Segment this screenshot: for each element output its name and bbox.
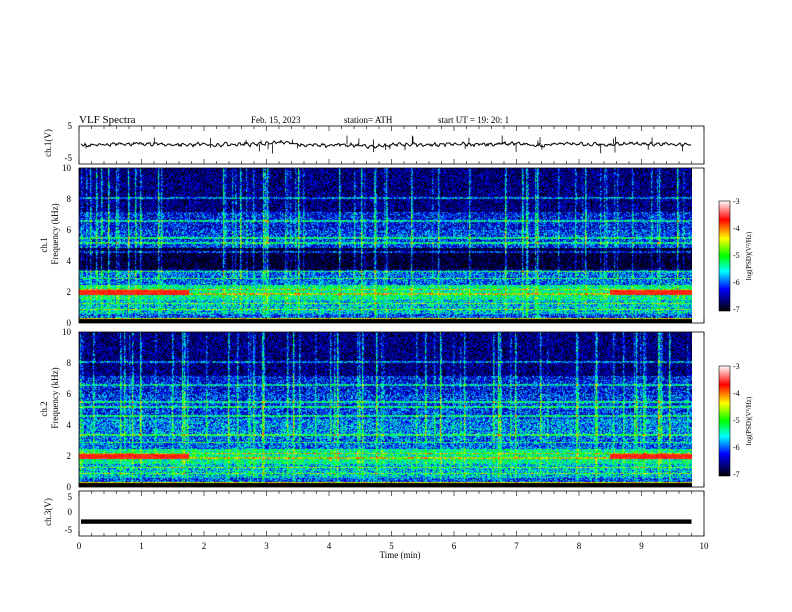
ch1-spectrogram-panel: 0 2 4 6 8 10 ch.1 Frequency (kHz) [39, 163, 705, 328]
colorbar-ch2-label: log(PSD)(V²/Hz) [745, 396, 753, 445]
colorbar-ch1-tick-3: -3 [733, 197, 740, 206]
ch2-spectrogram-ylabel-channel: ch.2 [39, 401, 49, 416]
colorbar-ch2: -3 -4 -5 -6 -7 log(PSD)(V²/Hz) [718, 362, 753, 479]
ch1-spec-ytick-8: 8 [67, 194, 72, 204]
ch3-ytick-5: 5 [68, 492, 73, 502]
colorbar-ch1-gradient [718, 200, 731, 312]
figure-title: VLF Spectra [79, 114, 136, 126]
ch3-waveform-line [81, 519, 692, 524]
ch2-spec-ytick-2: 2 [67, 451, 72, 461]
colorbar-ch1-tick-7: -7 [733, 305, 740, 314]
ch3-waveform-panel: 5 0 -5 ch.3(V) [43, 490, 705, 537]
time-tick-4: 4 [327, 541, 332, 551]
ch1-spec-ytick-2: 2 [67, 287, 72, 297]
time-tick-5: 5 [389, 541, 394, 551]
ch1-spec-ytick-4: 4 [67, 256, 72, 266]
ch2-spectrogram-heatmap [79, 332, 692, 487]
time-tick-0: 0 [77, 541, 82, 551]
colorbar-ch2-tick-3: -3 [733, 362, 740, 371]
start-time-label: start UT = 19: 20: 1 [438, 115, 509, 125]
colorbar-ch1-tick-4: -4 [733, 224, 740, 233]
colorbar-ch1-label: log(PSD)(V²/Hz) [745, 231, 753, 280]
time-tick-6: 6 [452, 541, 457, 551]
ch1-spectrogram-ylabel-frequency: Frequency (kHz) [50, 203, 60, 264]
ch1-spec-ytick-10: 10 [62, 163, 72, 173]
time-tick-7: 7 [514, 541, 519, 551]
colorbar-ch2-tick-4: -4 [733, 389, 740, 398]
colorbar-ch2-tick-5: -5 [733, 416, 740, 425]
ch3-ytick-neg5: -5 [65, 525, 73, 535]
colorbar-ch1-tick-5: -5 [733, 251, 740, 260]
time-axis: 0 1 2 3 4 5 6 7 8 9 10 Time (min) [77, 541, 709, 560]
ch2-spectrogram-ylabel-frequency: Frequency (kHz) [50, 367, 60, 428]
ch1-waveform-line [80, 139, 692, 150]
ch2-spec-ytick-8: 8 [67, 358, 72, 368]
colorbar-ch1: -3 -4 -5 -6 -7 log(PSD)(V²/Hz) [718, 197, 753, 314]
ch1-waveform-spikes [85, 135, 683, 154]
ch2-spectrogram-panel: 0 2 4 6 8 10 ch.2 Frequency (kHz) [39, 327, 705, 492]
time-tick-2: 2 [202, 541, 207, 551]
ch2-spec-ytick-6: 6 [67, 389, 72, 399]
header: VLF Spectra Feb. 15, 2023 station= ATH s… [79, 114, 509, 126]
ch3-ytick-0: 0 [68, 507, 73, 517]
time-axis-ticks [78, 126, 705, 536]
time-tick-3: 3 [264, 541, 269, 551]
ch1-waveform-ylabel: ch.1(V) [43, 129, 53, 157]
ch1-waveform-panel: 5 -5 ch.1(V) [43, 121, 705, 165]
date-label: Feb. 15, 2023 [251, 115, 301, 125]
ch1-ytick-top: 5 [68, 121, 73, 131]
ch1-spectrogram-heatmap [79, 168, 692, 323]
ch1-spec-ytick-0: 0 [67, 318, 72, 328]
colorbar-ch2-tick-6: -6 [733, 443, 740, 452]
colorbar-ch1-tick-6: -6 [733, 278, 740, 287]
time-tick-1: 1 [139, 541, 144, 551]
colorbar-ch2-gradient [718, 365, 731, 477]
ch1-ytick-bottom: -5 [65, 153, 73, 163]
time-tick-9: 9 [639, 541, 644, 551]
ch2-spec-ytick-10: 10 [62, 327, 72, 337]
station-label: station= ATH [344, 115, 393, 125]
ch2-spec-ytick-0: 0 [67, 482, 72, 492]
ch3-waveform-frame [78, 490, 705, 537]
ch2-spec-ytick-4: 4 [67, 420, 72, 430]
time-tick-10: 10 [700, 541, 710, 551]
ch1-spec-ytick-6: 6 [67, 225, 72, 235]
ch1-spectrogram-ylabel-channel: ch.1 [39, 237, 49, 252]
time-axis-label: Time (min) [380, 550, 421, 560]
ch3-waveform-ylabel: ch.3(V) [43, 498, 53, 526]
ch2-spectrogram-yticks: 0 2 4 6 8 10 [62, 327, 72, 492]
colorbar-ch2-tick-7: -7 [733, 470, 740, 479]
ch1-spectrogram-yticks: 0 2 4 6 8 10 [62, 163, 72, 328]
time-tick-8: 8 [577, 541, 582, 551]
